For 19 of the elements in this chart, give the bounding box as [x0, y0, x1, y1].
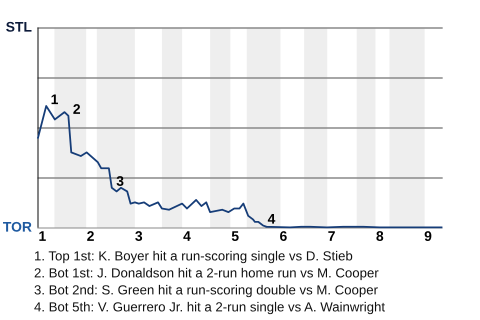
x-tick-label: 5 — [232, 231, 239, 241]
x-tick-label: 7 — [328, 231, 335, 241]
x-tick-label: 4 — [183, 231, 191, 241]
x-tick-label: 9 — [424, 231, 432, 241]
annotation: 1 — [52, 94, 58, 104]
x-tick-label: 1 — [39, 231, 46, 241]
x-tick-label: 3 — [135, 231, 142, 241]
x-tick-label: 6 — [280, 231, 287, 241]
annotation: 3 — [116, 176, 124, 186]
text: TOR — [3, 222, 32, 232]
annotation: 4 — [268, 214, 276, 224]
text: 2. Bot 1st: J. Donaldson hit a 2-run home run vs M. Cooper — [34, 268, 378, 280]
x-tick-label: 2 — [87, 231, 94, 241]
annotation: 2 — [73, 104, 80, 114]
text: 1. Top 1st: K. Boyer hit a run-scoring single vs D. Stieb — [35, 250, 352, 264]
text: 3. Bot 2nd: S. Green hit a run-scoring double vs M. Cooper — [34, 284, 378, 298]
x-tick-label: 8 — [376, 231, 384, 241]
text: STL — [6, 22, 32, 32]
text: 4. Bot 5th: V. Guerrero Jr. hit a 2-run single vs A. Wainwright — [34, 302, 385, 314]
